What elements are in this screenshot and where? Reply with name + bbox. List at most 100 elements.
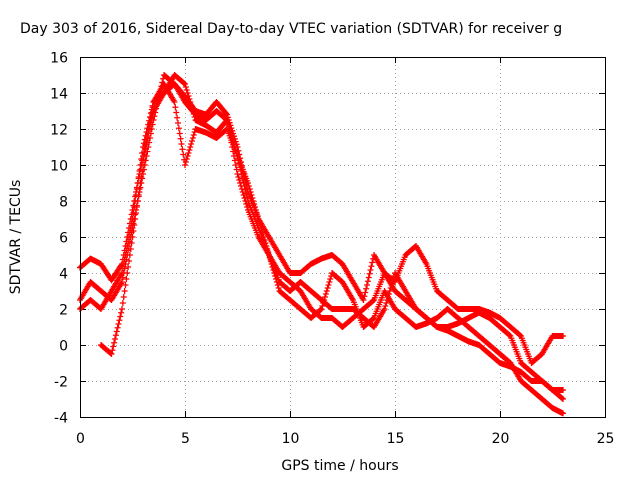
data-point	[186, 96, 193, 102]
data-point	[256, 219, 263, 225]
data-series	[77, 72, 566, 417]
data-point	[185, 150, 192, 156]
data-point	[182, 162, 188, 168]
data-point	[182, 159, 189, 165]
data-point	[154, 102, 160, 108]
data-point	[111, 339, 118, 346]
data-point	[110, 343, 117, 350]
data-point	[178, 141, 185, 147]
data-point	[142, 146, 149, 153]
data-point	[361, 293, 368, 300]
data-point	[560, 396, 566, 402]
data-point	[263, 243, 270, 249]
data-point	[133, 204, 140, 210]
data-point	[248, 192, 255, 198]
data-point	[381, 306, 388, 312]
data-point	[259, 231, 266, 237]
data-point	[181, 80, 188, 87]
data-point	[559, 395, 566, 402]
x-tick-label: 25	[597, 431, 615, 447]
data-point	[273, 279, 280, 285]
data-point	[189, 105, 195, 111]
x-axis-label: GPS time / hours	[281, 458, 398, 474]
data-point	[237, 180, 244, 186]
data-point	[175, 125, 182, 132]
data-point	[147, 114, 153, 120]
data-point	[123, 247, 130, 254]
data-point	[364, 278, 371, 285]
data-point	[113, 328, 120, 335]
data-point	[175, 120, 181, 126]
data-point	[383, 300, 390, 306]
data-point	[124, 270, 131, 276]
data-point	[254, 213, 261, 219]
data-point	[253, 210, 260, 216]
data-point	[140, 162, 146, 168]
data-point	[243, 201, 250, 207]
x-tick-label: 5	[181, 431, 190, 447]
y-tick-label: 6	[59, 231, 68, 247]
x-tick-label: 15	[387, 431, 405, 447]
data-point	[223, 110, 230, 117]
data-point	[262, 240, 269, 246]
data-point	[153, 105, 160, 112]
y-tick-label: 16	[50, 51, 68, 67]
plot-frame	[80, 57, 606, 418]
data-point	[327, 276, 334, 282]
data-point	[241, 195, 248, 201]
data-point	[261, 237, 268, 243]
data-point	[112, 332, 119, 339]
data-point	[560, 387, 566, 393]
data-point	[258, 225, 265, 231]
y-axis-label: SDTVAR / TECUs	[8, 180, 24, 295]
data-point	[560, 410, 566, 417]
data-point	[182, 81, 188, 87]
data-point	[187, 144, 194, 150]
data-point	[121, 256, 128, 263]
data-point	[235, 174, 242, 180]
data-point	[320, 300, 327, 306]
data-point	[271, 270, 278, 276]
data-point	[176, 130, 183, 137]
data-point	[140, 156, 147, 163]
data-point	[119, 265, 126, 272]
data-point	[244, 204, 251, 210]
data-point	[119, 300, 126, 306]
data-point	[245, 180, 251, 186]
data-point	[191, 114, 198, 120]
data-point	[250, 198, 257, 204]
data-point	[275, 285, 282, 291]
data-point	[119, 279, 125, 285]
data-point	[145, 130, 152, 137]
data-point	[249, 195, 256, 201]
data-point	[185, 93, 192, 99]
data-point	[120, 294, 127, 300]
data-point	[189, 135, 196, 141]
data-point	[122, 282, 129, 288]
data-point	[255, 216, 262, 222]
data-series	[98, 81, 566, 402]
data-point	[317, 306, 324, 313]
data-point	[180, 151, 187, 158]
data-point	[190, 132, 197, 138]
data-point	[367, 267, 374, 273]
data-point	[369, 259, 376, 266]
data-point	[265, 249, 272, 255]
data-point	[233, 166, 240, 173]
data-point	[147, 114, 154, 121]
data-point	[174, 114, 181, 121]
y-tick-label: -2	[54, 375, 68, 391]
data-point	[120, 261, 127, 267]
y-tick-label: 8	[59, 195, 68, 211]
axes: 0 5 10 15 20 25 -4 -2 0 2 4 6 8 10 12 14 16	[50, 51, 614, 448]
data-point	[224, 117, 230, 123]
data-point	[252, 204, 258, 210]
data-point	[368, 263, 375, 270]
data-point	[114, 324, 121, 331]
x-tick-label: 20	[492, 431, 510, 447]
data-point	[171, 99, 178, 105]
data-point	[240, 192, 247, 198]
y-tick-label: 4	[59, 267, 68, 283]
data-point	[560, 333, 566, 339]
